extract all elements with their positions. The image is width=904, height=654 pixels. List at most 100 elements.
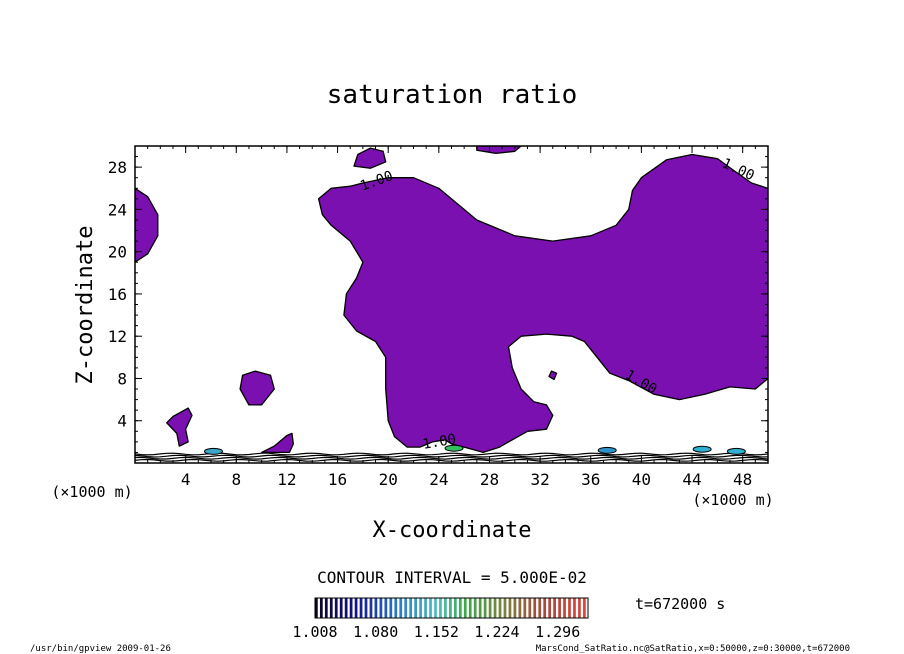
small-blob-bottom — [260, 432, 294, 454]
footer-right: MarsCond_SatRatio.nc@SatRatio,x=0:50000,… — [536, 644, 850, 654]
colorbar-stripe — [369, 598, 373, 618]
small-blob-mid-left — [239, 370, 275, 406]
colorbar-stripe — [404, 598, 408, 618]
y-tick-label: 20 — [108, 243, 127, 262]
colorbar-stripe — [399, 598, 403, 618]
colorbar-stripe — [339, 598, 343, 618]
colorbar-stripe — [354, 598, 358, 618]
colorbar-stripe — [329, 598, 333, 618]
colorbar-stripe — [573, 598, 576, 618]
x-tick-label: 44 — [682, 470, 701, 489]
surface-contour-line — [135, 452, 768, 456]
colorbar-stripe — [563, 598, 566, 618]
y-tick-label: 28 — [108, 158, 127, 177]
filled-regions — [135, 146, 768, 454]
colorbar-stripe — [568, 598, 571, 618]
colored-spot — [692, 445, 712, 453]
colorbar-tick-label: 1.152 — [414, 623, 459, 641]
colored-spots — [203, 444, 746, 455]
x-tick-label: 16 — [328, 470, 347, 489]
colorbar-stripe — [374, 598, 378, 618]
colorbar-tick-label: 1.224 — [474, 623, 519, 641]
small-blob-top — [353, 147, 387, 169]
colorbar-frame — [314, 597, 589, 619]
colorbar-stripe — [498, 598, 502, 618]
colorbar-stripe — [394, 598, 398, 618]
colorbar-stripe — [478, 598, 482, 618]
colorbar-stripe — [414, 598, 418, 618]
x-tick-label: 28 — [480, 470, 499, 489]
x-tick-label: 12 — [277, 470, 296, 489]
chart-title: saturation ratio — [327, 80, 577, 110]
colorbar — [315, 598, 586, 618]
time-label: t=672000 s — [635, 595, 725, 613]
colorbar-stripe — [344, 598, 348, 618]
colorbar-stripe — [513, 598, 517, 618]
colorbar-tick-label: 1.296 — [535, 623, 580, 641]
small-blob-low-left — [166, 407, 193, 447]
x-tick-label: 48 — [733, 470, 752, 489]
x-tick-label: 36 — [581, 470, 600, 489]
x-tick-label: 32 — [530, 470, 549, 489]
colorbar-stripe — [384, 598, 388, 618]
colorbar-stripe — [558, 598, 561, 618]
colorbar-tick-labels: 1.008 1.080 1.152 1.224 1.296 — [292, 623, 580, 641]
x-axis-label: X-coordinate — [373, 518, 532, 543]
colorbar-stripe — [319, 598, 323, 618]
surface-contour-band — [135, 452, 768, 462]
colorbar-stripe — [419, 598, 422, 618]
tiny-blob-center — [548, 370, 558, 381]
x-axis-ticks: 4 8 12 16 20 24 28 32 36 40 44 48 — [134, 146, 769, 489]
colorbar-stripe — [493, 598, 497, 618]
main-region — [317, 153, 768, 454]
colorbar-stripe — [434, 598, 437, 618]
colorbar-stripe — [409, 598, 413, 618]
colorbar-stripe — [473, 598, 477, 618]
x-tick-label: 24 — [429, 470, 448, 489]
footer-left: /usr/bin/gpview 2009-01-26 — [30, 644, 171, 654]
colored-spot — [203, 447, 223, 455]
y-tick-label: 8 — [117, 369, 127, 388]
y-axis-label: Z-coordinate — [73, 226, 98, 385]
colorbar-stripe — [359, 598, 363, 618]
colorbar-stripe — [349, 598, 353, 618]
colorbar-stripe — [468, 598, 472, 618]
y-axis-ticks: 4 8 12 16 20 24 28 — [108, 145, 768, 464]
y-tick-label: 12 — [108, 327, 127, 346]
left-edge-region — [135, 187, 159, 263]
contour-label: 1.00 — [421, 431, 457, 453]
contour-interval-label: CONTOUR INTERVAL = 5.000E-02 — [317, 568, 587, 587]
colored-spot — [597, 446, 617, 454]
colorbar-stripe — [453, 598, 457, 618]
colorbar-stripe — [315, 598, 318, 618]
colorbar-stripe — [533, 598, 537, 618]
colored-spot — [726, 447, 746, 455]
colorbar-stripe — [429, 598, 432, 618]
colorbar-stripe — [424, 598, 427, 618]
colorbar-stripe — [463, 598, 467, 618]
colorbar-stripe — [379, 598, 383, 618]
y-tick-label: 16 — [108, 285, 127, 304]
y-tick-label: 4 — [117, 412, 127, 431]
colorbar-stripe — [439, 598, 442, 618]
x-tick-label: 4 — [181, 470, 191, 489]
x-tick-label: 40 — [632, 470, 651, 489]
colorbar-stripe — [364, 598, 368, 618]
colored-spot — [444, 444, 464, 452]
y-tick-label: 24 — [108, 200, 127, 219]
colorbar-stripe — [444, 598, 447, 618]
colorbar-stripe — [458, 598, 462, 618]
colorbar-stripe — [389, 598, 393, 618]
colorbar-stripe — [578, 598, 581, 618]
colorbar-stripe — [543, 598, 547, 618]
x-tick-label: 20 — [379, 470, 398, 489]
colorbar-stripe — [503, 598, 507, 618]
surface-contour-line — [135, 456, 768, 460]
colorbar-stripe — [449, 598, 452, 618]
x-unit-right: (×1000 m) — [692, 491, 773, 509]
top-cap-region — [476, 146, 522, 155]
x-tick-label: 8 — [231, 470, 241, 489]
colorbar-stripe — [553, 598, 556, 618]
surface-contour-line — [135, 454, 768, 458]
